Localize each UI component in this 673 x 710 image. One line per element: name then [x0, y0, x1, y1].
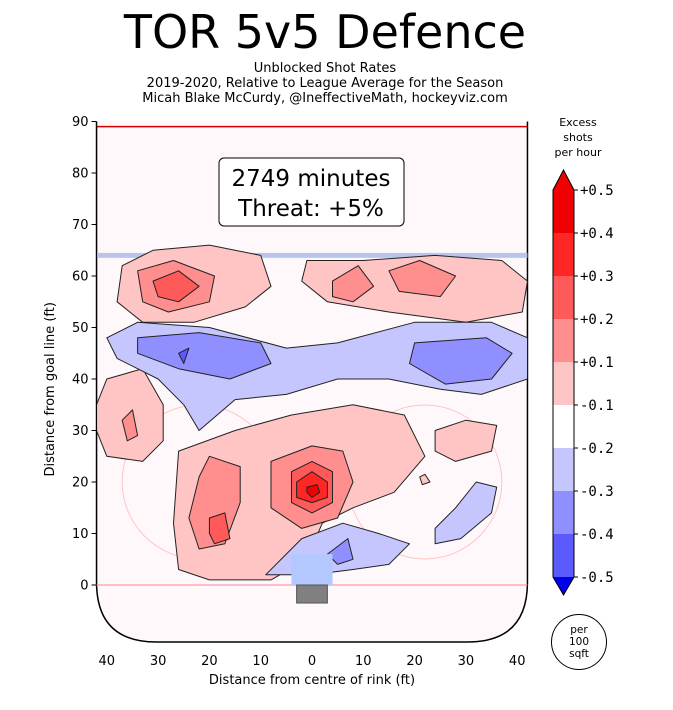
- y-tick-label: 10: [72, 527, 89, 542]
- deficit-region-18: [409, 337, 513, 385]
- excess-region-2: [152, 270, 200, 303]
- colorbar-tick-label: -0.3: [580, 484, 614, 500]
- excess-region-14: [306, 484, 321, 498]
- excess-region-12: [208, 512, 231, 545]
- colorbar-band: [553, 491, 574, 535]
- colorbar-band: [553, 276, 574, 320]
- y-tick-label: 80: [72, 167, 89, 182]
- minutes-text: 2749 minutes: [232, 166, 391, 192]
- colorbar-band: [553, 405, 574, 449]
- units-note-line: sqft: [569, 648, 589, 660]
- chart-subtitle-line-1: Unblocked Shot Rates: [253, 61, 397, 76]
- colorbar-title-line: per hour: [554, 146, 602, 159]
- y-tick-label: 40: [72, 373, 89, 388]
- y-tick-label: 60: [72, 270, 89, 285]
- colorbar-tick-label: +0.3: [580, 269, 614, 285]
- colorbar-band: [553, 319, 574, 363]
- colorbar-tick-label: -0.5: [580, 570, 614, 586]
- colorbar-band: [553, 448, 574, 492]
- x-tick-label: 40: [509, 654, 526, 669]
- colorbar-band: [553, 190, 574, 234]
- x-tick-label: 20: [406, 654, 423, 669]
- x-axis-label: Distance from centre of rink (ft): [209, 673, 415, 688]
- x-tick-label: 30: [458, 654, 475, 669]
- y-tick-label: 50: [72, 321, 89, 336]
- y-tick-label: 0: [80, 579, 88, 594]
- excess-region-15: [434, 419, 498, 462]
- y-tick-label: 90: [72, 115, 89, 130]
- y-tick-label: 20: [72, 476, 89, 491]
- x-tick-label: 10: [355, 654, 372, 669]
- excess-region-5: [388, 260, 457, 298]
- x-tick-label: 0: [308, 654, 316, 669]
- x-tick-label: 40: [99, 654, 116, 669]
- units-note-line: 100: [568, 636, 590, 648]
- chart-title: TOR 5v5 Defence: [123, 5, 527, 59]
- excess-region-4: [332, 265, 375, 303]
- chart-subtitle-line-2: 2019-2020, Relative to League Average fo…: [146, 76, 504, 91]
- colorbar-tick-label: +0.2: [580, 312, 614, 328]
- colorbar-max-extension: [553, 170, 574, 190]
- deficit-region-21: [326, 538, 354, 565]
- y-axis-label: Distance from goal line (ft): [43, 302, 58, 476]
- colorbar-title: Excess shots per hour: [540, 115, 616, 160]
- colorbar-band: [553, 362, 574, 406]
- x-tick-label: 10: [252, 654, 269, 669]
- x-tick-label: 30: [150, 654, 167, 669]
- threat-text: Threat: +5%: [237, 196, 384, 222]
- excess-region-7: [121, 409, 139, 442]
- units-note-line: per: [570, 624, 588, 636]
- deficit-region-19: [178, 347, 190, 364]
- colorbar-tick-label: -0.2: [580, 441, 614, 457]
- rink-surface: [96, 125, 528, 604]
- colorbar-title-line: Excess: [559, 116, 597, 129]
- colorbar: +0.5 +0.4 +0.3 +0.2 +0.1 -0.1 -0.2 -0.3 -0.4 -0.5: [552, 168, 614, 596]
- y-tick-label: 30: [72, 424, 89, 439]
- deficit-region-17: [137, 332, 272, 380]
- x-tick-label: 20: [201, 654, 218, 669]
- goal-net: [296, 584, 328, 604]
- colorbar-band: [553, 233, 574, 277]
- goal-crease: [291, 554, 333, 585]
- colorbar-tick-label: +0.5: [580, 183, 614, 199]
- y-tick-label: 70: [72, 218, 89, 233]
- deficit-region-22: [434, 481, 498, 545]
- colorbar-tick-label: -0.1: [580, 398, 614, 414]
- chart-subtitle-line-3: Micah Blake McCurdy, @IneffectiveMath, h…: [142, 91, 508, 106]
- units-note: per 100 sqft: [551, 614, 607, 670]
- excess-region-23: [419, 473, 431, 486]
- y-axis: 0 10 20 30 40 50 60 70 80 90: [72, 115, 98, 594]
- colorbar-tick-label: +0.4: [580, 226, 614, 242]
- x-axis: 40 30 20 10 0 10 20 30 40: [99, 654, 526, 669]
- colorbar-tick-label: +0.1: [580, 355, 614, 371]
- shot-rate-regions: [96, 244, 528, 581]
- colorbar-title-line: shots: [563, 131, 593, 144]
- colorbar-min-extension: [553, 577, 574, 595]
- colorbar-tick-label: -0.4: [580, 527, 614, 543]
- colorbar-band: [553, 534, 574, 578]
- info-box: 2749 minutes Threat: +5%: [218, 157, 405, 227]
